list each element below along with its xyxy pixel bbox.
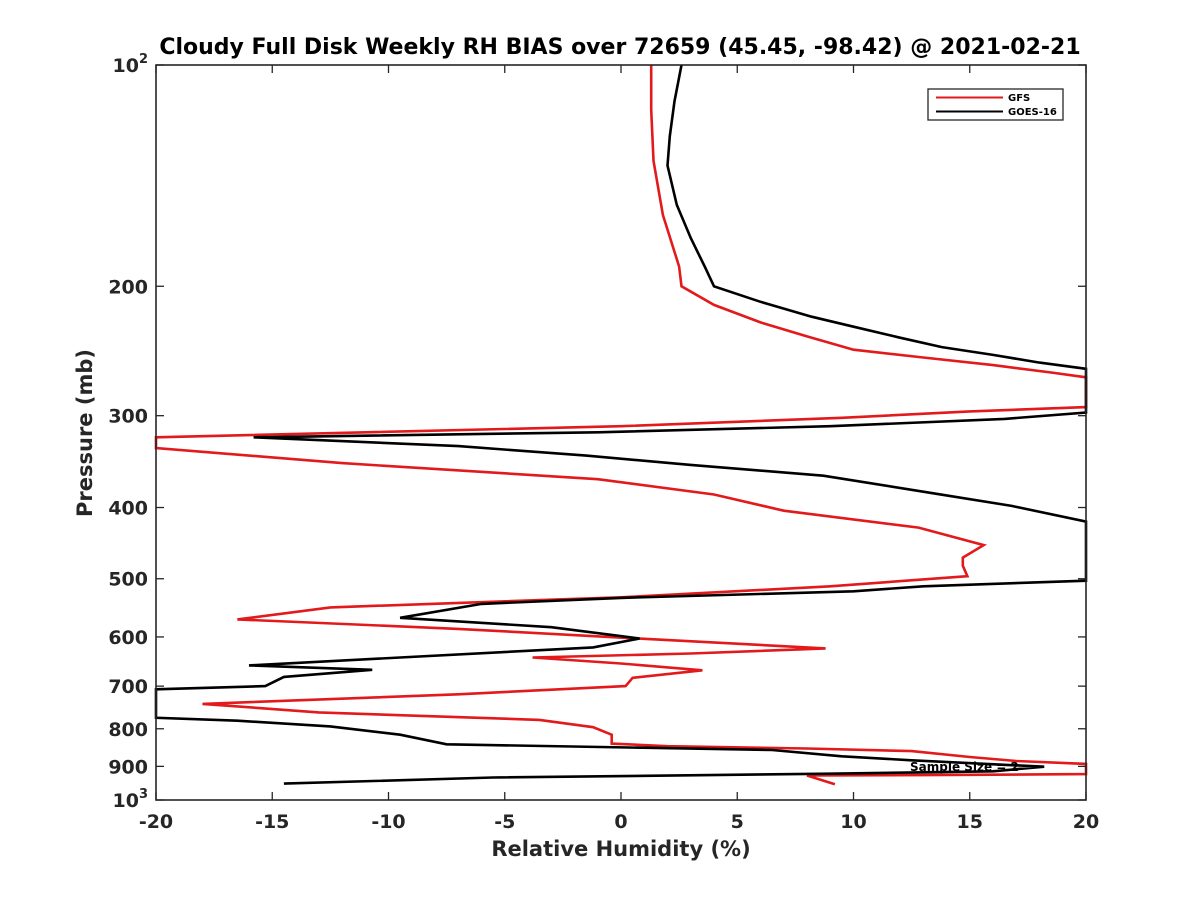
y-tick-label: 900	[108, 756, 148, 778]
x-tick-label: 0	[614, 811, 627, 833]
y-tick-label: 700	[108, 676, 148, 698]
x-tick-label: 10	[840, 811, 866, 833]
chart-title: Cloudy Full Disk Weekly RH BIAS over 726…	[159, 35, 1080, 60]
legend-label-gfs: GFS	[1008, 93, 1030, 104]
y-tick-label: 800	[108, 719, 148, 741]
x-tick-label: -10	[371, 811, 405, 833]
y-tick-label: 600	[108, 627, 148, 649]
legend: GFS GOES-16	[927, 88, 1064, 121]
y-axis-label: Pressure (mb)	[73, 349, 97, 517]
legend-label-goes16: GOES-16	[1008, 107, 1057, 118]
sample-size-annotation: Sample Size = 2	[910, 760, 1019, 774]
y-axis: 102 200 300 400 500 600 700 800 900 103	[108, 52, 1086, 812]
x-tick-label: -5	[494, 811, 515, 833]
y-tick-label: 300	[108, 406, 148, 428]
y-tick-label: 103	[113, 787, 149, 812]
y-tick-label: 102	[113, 52, 149, 77]
x-axis-label: Relative Humidity (%)	[491, 837, 750, 861]
legend-box	[927, 88, 1064, 121]
x-tick-label: 20	[1073, 811, 1099, 833]
y-tick-label: 200	[108, 276, 148, 298]
x-tick-label: 5	[731, 811, 744, 833]
y-tick-label: 500	[108, 569, 148, 591]
x-tick-label: -15	[255, 811, 289, 833]
x-tick-label: 15	[957, 811, 983, 833]
x-axis: -20 -15 -10 -5 0 5 10 15 20	[139, 65, 1099, 833]
y-tick-label: 400	[108, 498, 148, 520]
series-line-gfs	[154, 65, 1088, 786]
x-tick-label: -20	[139, 811, 173, 833]
